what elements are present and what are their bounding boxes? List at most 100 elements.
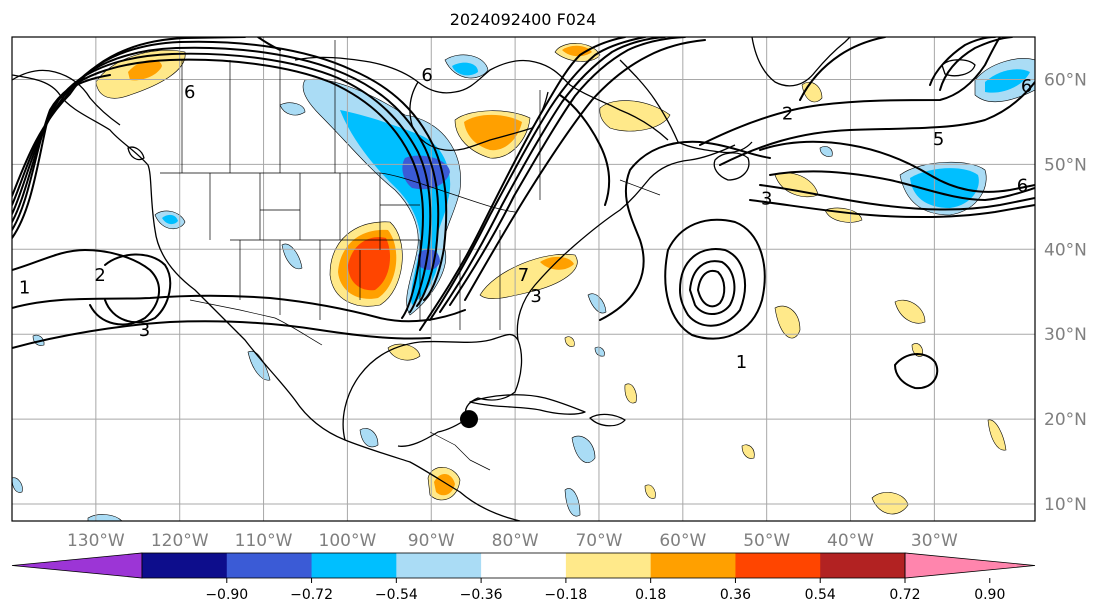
colorbar-segment xyxy=(650,553,736,578)
coastline-gulf-of-mexico xyxy=(342,333,523,447)
map-title: 2024092400 F024 xyxy=(450,10,597,29)
contour-line xyxy=(449,37,686,306)
contour-line xyxy=(939,37,1013,91)
longitude-tick-label: 30°W xyxy=(911,531,958,551)
coastline-greenland xyxy=(751,37,851,87)
contour-label: 4 xyxy=(0,112,5,133)
colorbar: −0.90 −0.72 −0.54 −0.36 −0.18 0.18 0.36 0.54 0.7… xyxy=(11,552,1036,603)
contour-line xyxy=(559,94,611,206)
contour-line xyxy=(12,294,466,323)
longitude-tick-label: 110°W xyxy=(235,531,293,551)
coastline-vancouver xyxy=(127,146,145,161)
colorbar-segment xyxy=(481,553,567,578)
contour-lines xyxy=(12,37,1035,390)
positive-anomaly-blob xyxy=(540,256,574,270)
contour-label: 7 xyxy=(518,265,529,286)
colorbar-tick-label: 0.18 xyxy=(635,587,666,603)
contour-label: 1 xyxy=(19,277,30,298)
map-plot-area: 66412325366731 xyxy=(0,37,1035,521)
colorbar-segment xyxy=(820,553,906,578)
positive-anomaly-blob xyxy=(741,444,755,459)
latitude-tick-label: 20°N xyxy=(1044,410,1087,430)
longitude-tick-label: 40°W xyxy=(827,531,874,551)
contour-label: 6 xyxy=(184,82,195,103)
positive-anomaly-blob xyxy=(348,237,391,291)
latitude-tick-label: 30°N xyxy=(1044,325,1087,345)
contour-line xyxy=(719,81,1035,166)
location-marker xyxy=(459,410,478,429)
colorbar-tick-label: −0.72 xyxy=(290,587,333,603)
coastline-cuba xyxy=(469,394,586,415)
colorbar-segment xyxy=(735,553,821,578)
contour-line xyxy=(769,170,1035,202)
negative-anomaly-blob xyxy=(452,62,478,76)
positive-anomaly-blob xyxy=(624,383,637,404)
longitude-tick-labels: 130°W 120°W 110°W 100°W 90°W 80°W 70°W 60°W 50°W… xyxy=(67,531,958,551)
latitude-tick-labels: 10°N 20°N 30°N 40°N 50°N 60°N xyxy=(1044,70,1087,515)
colorbar-tick-label: −0.36 xyxy=(460,587,503,603)
colorbar-tick-label: 0.54 xyxy=(805,587,836,603)
contour-label: 5 xyxy=(933,129,944,150)
colorbar-segment xyxy=(565,553,652,578)
negative-anomaly-blob xyxy=(819,146,833,157)
longitude-tick-label: 80°W xyxy=(492,531,539,551)
contour-line xyxy=(759,184,1035,211)
coastline-hispaniola xyxy=(589,413,626,427)
colorbar-segment xyxy=(142,553,228,578)
positive-anomaly-blob xyxy=(894,299,926,324)
positive-anomaly-blob xyxy=(128,59,162,81)
colorbar-tick-label: −0.90 xyxy=(205,587,248,603)
positive-anomaly-blob xyxy=(774,305,801,339)
coastline-newfoundland xyxy=(713,152,750,181)
negative-anomaly-blob xyxy=(281,243,303,270)
contour-line xyxy=(12,46,440,307)
contour-label: 2 xyxy=(782,103,793,124)
colorbar-tick-label: −0.18 xyxy=(544,587,587,603)
negative-anomaly-blob xyxy=(985,69,1030,93)
colorbar-outline xyxy=(141,552,906,579)
colorbar-segment xyxy=(396,553,482,578)
contour-line xyxy=(678,248,746,327)
contour-line xyxy=(699,37,1001,146)
contour-line xyxy=(893,353,939,390)
contour-label: 6 xyxy=(1021,76,1032,97)
negative-anomaly-blob xyxy=(12,477,23,493)
coastline-canada-north xyxy=(294,56,669,141)
contour-line xyxy=(664,218,766,340)
positive-anomaly-blob xyxy=(562,45,592,57)
contour-line xyxy=(12,37,246,197)
contour-line xyxy=(12,52,432,313)
coastline-east-us xyxy=(516,144,736,341)
anomaly-shading xyxy=(12,43,1035,521)
longitude-tick-label: 130°W xyxy=(67,531,125,551)
contour-line xyxy=(749,199,1035,218)
longitude-tick-label: 50°W xyxy=(743,531,790,551)
contour-line xyxy=(696,270,726,308)
contour-label: 1 xyxy=(736,352,747,373)
border-central-america xyxy=(429,431,491,471)
contour-line xyxy=(799,37,886,101)
negative-anomaly-blob xyxy=(279,102,306,116)
colorbar-segment xyxy=(226,553,313,578)
latitude-tick-label: 60°N xyxy=(1044,70,1087,90)
contour-line xyxy=(257,37,281,51)
contour-line xyxy=(12,320,431,349)
contour-line xyxy=(439,37,666,313)
contour-line xyxy=(429,37,646,321)
positive-anomaly-blob xyxy=(644,484,656,499)
contour-line xyxy=(104,253,172,324)
colorbar-tick-label: −0.54 xyxy=(375,587,418,603)
coastline-iceland xyxy=(941,59,976,77)
latitude-tick-label: 40°N xyxy=(1044,240,1087,260)
map-frame xyxy=(11,36,1036,522)
contour-line xyxy=(929,37,996,86)
contour-labels: 66412325366731 xyxy=(0,65,1032,373)
contour-label: 3 xyxy=(761,188,772,209)
contour-line xyxy=(759,140,1035,193)
longitude-tick-label: 90°W xyxy=(408,531,455,551)
contour-label: 6 xyxy=(421,65,432,86)
contour-label: 2 xyxy=(94,265,105,286)
longitude-tick-label: 60°W xyxy=(659,531,706,551)
border-canada-provinces xyxy=(181,40,661,200)
